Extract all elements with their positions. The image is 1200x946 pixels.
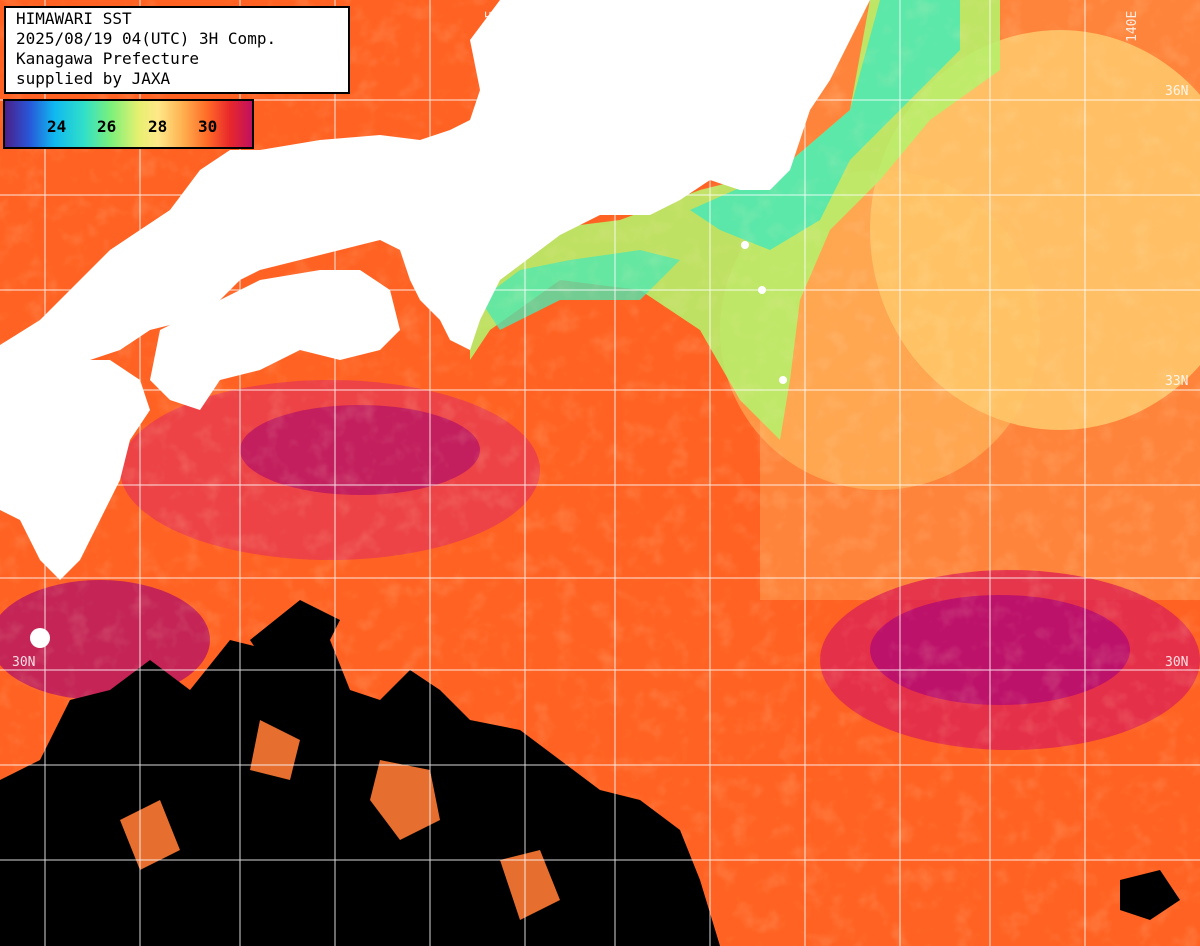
legend-tick: 30 [198,117,218,136]
title-line-date: 2025/08/19 04(UTC) 3H Comp. [16,29,277,48]
island [741,241,749,249]
land-honshu [0,0,870,375]
temperature-color-scale: 24 26 28 30 [3,99,254,149]
legend-tick: 26 [97,117,117,136]
title-line-organization: Kanagawa Prefecture [16,49,200,68]
island [30,628,50,648]
grid-label-33-left: 33 [14,374,30,389]
grid-label-30n-left: 30N [12,655,35,670]
title-box: HIMAWARI SST 2025/08/19 04(UTC) 3H Comp.… [4,6,350,94]
land-shikoku [150,270,400,410]
grid-label-36n: 36N [1165,84,1188,99]
grid-label-140e: 140E [1125,11,1140,42]
sea-scatter [120,720,560,920]
land-kyushu [0,360,150,580]
grid-label-30n-right: 30N [1165,655,1188,670]
grid-label-136e: 136E [484,11,499,42]
title-line-product: HIMAWARI SST [16,9,132,28]
legend-tick: 28 [148,117,168,136]
legend-tick: 24 [47,117,67,136]
grid-label-33n: 33N [1165,374,1188,389]
island [779,376,787,384]
title-line-credit: supplied by JAXA [16,69,171,88]
